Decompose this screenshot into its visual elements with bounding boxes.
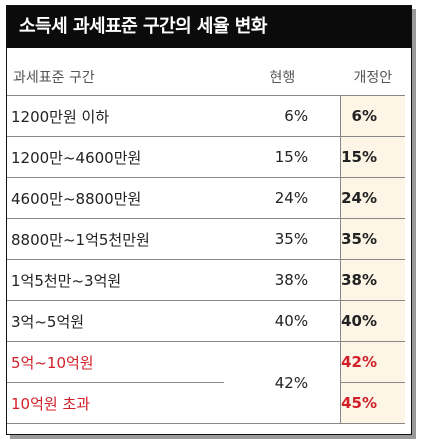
row-current-rate: 38% xyxy=(224,259,342,301)
table-row: 1억5천만~3억원 38% 38% xyxy=(7,259,405,301)
chart-title: 소득세 과세표준 구간의 세율 변화 xyxy=(7,6,411,48)
row-bracket: 1200만원 이하 xyxy=(7,95,225,137)
row-revised-rate: 6% xyxy=(340,95,405,137)
table-row: 10억원 초과 45% xyxy=(7,382,405,424)
row-current-rate: 15% xyxy=(224,136,342,178)
header-current: 현행 xyxy=(224,58,341,96)
tax-rate-table: 과세표준 구간 현행 개정안 1200만원 이하 6% 6% 1200만~460… xyxy=(7,58,405,424)
row-bracket: 8800만~1억5천만원 xyxy=(7,218,225,260)
row-current-rate: 40% xyxy=(224,300,342,342)
table-row: 5억~10억원 42% 42% xyxy=(7,341,405,424)
row-revised-rate: 24% xyxy=(340,177,405,219)
table-header-row: 과세표준 구간 현행 개정안 xyxy=(7,58,405,96)
table-row: 8800만~1억5천만원 35% 35% xyxy=(7,218,405,260)
table-row: 4600만~8800만원 24% 24% xyxy=(7,177,405,219)
row-revised-rate: 35% xyxy=(340,218,405,260)
table-row: 3억~5억원 40% 40% xyxy=(7,300,405,342)
table-row: 1200만원 이하 6% 6% xyxy=(7,95,405,137)
row-current-rate: 24% xyxy=(224,177,342,219)
row-bracket: 5억~10억원 xyxy=(7,341,225,383)
header-revised: 개정안 xyxy=(340,58,405,96)
row-revised-rate: 40% xyxy=(340,300,405,342)
table-card: 소득세 과세표준 구간의 세율 변화 과세표준 구간 현행 개정안 1200만원… xyxy=(6,5,412,435)
row-revised-rate: 15% xyxy=(340,136,405,178)
row-current-rate-merged: 42% xyxy=(224,341,342,424)
row-current-rate: 35% xyxy=(224,218,342,260)
row-bracket: 4600만~8800만원 xyxy=(7,177,225,219)
row-current-rate: 6% xyxy=(224,95,342,137)
row-revised-rate: 38% xyxy=(340,259,405,301)
row-bracket: 1억5천만~3억원 xyxy=(7,259,225,301)
row-revised-rate: 45% xyxy=(340,382,405,424)
table-row: 1200만~4600만원 15% 15% xyxy=(7,136,405,178)
row-revised-rate: 42% xyxy=(340,341,405,383)
row-bracket: 1200만~4600만원 xyxy=(7,136,225,178)
header-bracket: 과세표준 구간 xyxy=(7,58,225,96)
row-bracket: 10억원 초과 xyxy=(7,382,225,424)
row-bracket: 3억~5억원 xyxy=(7,300,225,342)
